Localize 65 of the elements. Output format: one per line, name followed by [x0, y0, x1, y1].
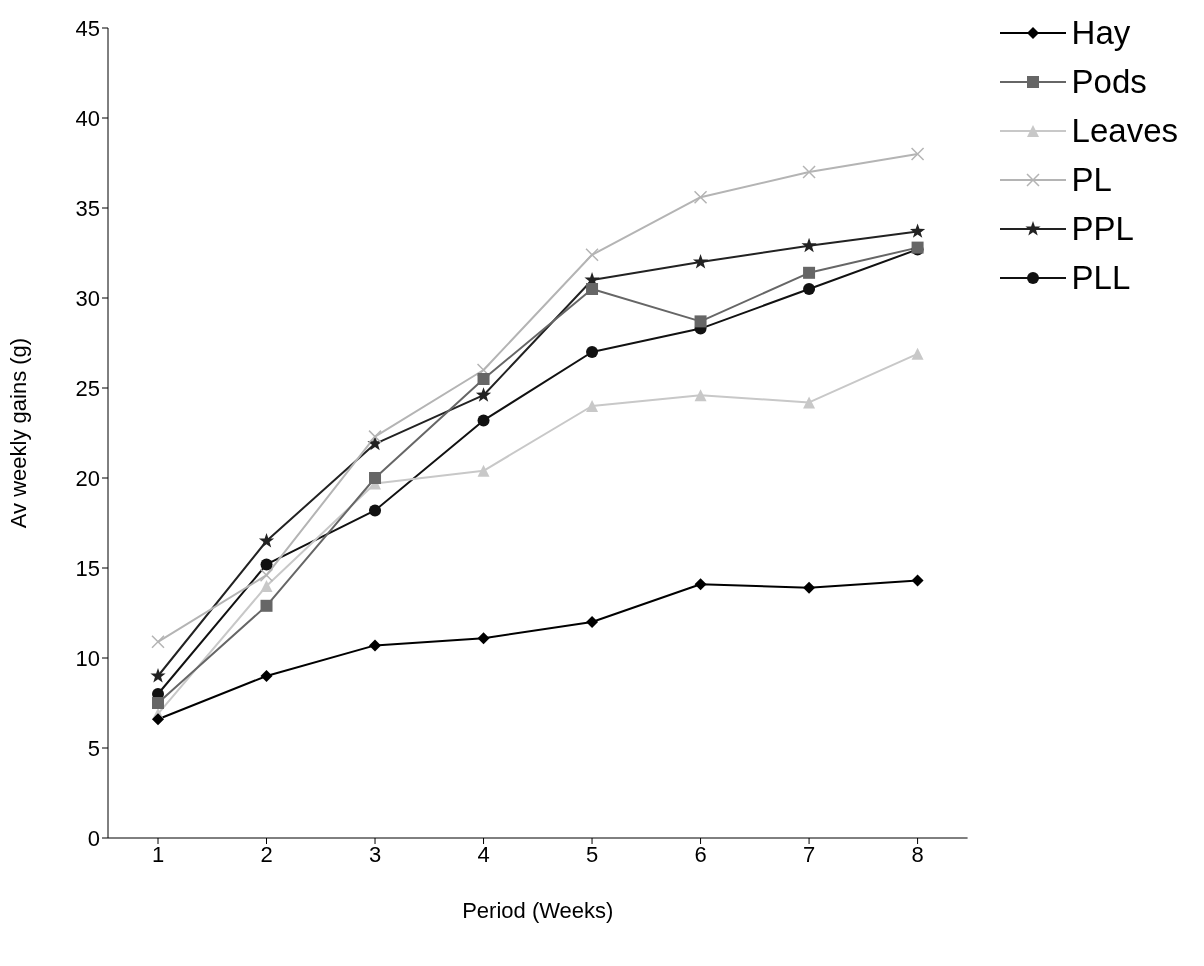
x-tick-label: 6 [694, 841, 707, 867]
x-tick-label: 5 [585, 841, 599, 867]
point [368, 429, 382, 444]
point [260, 580, 273, 592]
legend-label: Leaves [1071, 111, 1178, 150]
point [803, 396, 816, 409]
point [477, 414, 490, 427]
point [910, 147, 925, 161]
point [911, 347, 924, 360]
point [911, 574, 924, 587]
point [477, 373, 490, 385]
point [803, 266, 816, 279]
y-tick-label: 15 [75, 555, 100, 581]
point [803, 581, 816, 594]
point [259, 568, 274, 582]
point [585, 248, 599, 262]
legend-label: Pods [1071, 62, 1147, 101]
point [369, 639, 382, 652]
x-tick-label: 7 [802, 841, 816, 867]
y-tick-label: 30 [75, 285, 100, 311]
point [802, 165, 816, 179]
y-axis-title: Av weekly gains (g) [5, 337, 31, 529]
x-tick-label: 1 [151, 841, 165, 867]
point [260, 558, 273, 571]
y-tick-label: 35 [75, 195, 100, 221]
point [694, 315, 707, 328]
point [151, 635, 165, 649]
point [693, 190, 708, 204]
point [692, 254, 709, 269]
point [369, 472, 382, 484]
legend-label: PLL [1071, 258, 1131, 297]
point [586, 346, 599, 358]
y-tick-label: 0 [87, 825, 100, 851]
point [694, 578, 707, 591]
y-tick-label: 20 [75, 465, 100, 491]
point [801, 237, 817, 253]
point [586, 616, 599, 628]
y-tick-label: 40 [75, 105, 100, 131]
point [586, 400, 599, 412]
x-axis-title: Period (Weeks) [462, 898, 614, 923]
point [260, 599, 273, 612]
point [150, 668, 166, 683]
point [694, 389, 707, 402]
x-tick-label: 8 [911, 841, 924, 867]
y-tick-label: 25 [75, 375, 100, 401]
y-tick-label: 10 [75, 645, 100, 671]
y-tick-label: 45 [75, 15, 100, 41]
legend-label: PL [1071, 160, 1112, 199]
point [260, 670, 273, 682]
point [475, 387, 492, 402]
point [909, 223, 926, 238]
point [152, 713, 164, 726]
point [258, 533, 275, 548]
x-tick-label: 3 [368, 841, 382, 867]
legend-label: PPL [1071, 209, 1134, 248]
point [152, 697, 164, 709]
point [803, 283, 816, 295]
point [477, 464, 490, 477]
point [477, 632, 490, 645]
point [369, 504, 382, 517]
x-tick-label: 2 [260, 841, 273, 867]
point [586, 283, 599, 295]
x-tick-label: 4 [477, 841, 490, 867]
y-tick-label: 5 [87, 735, 100, 761]
legend-label: Hay [1071, 13, 1131, 52]
